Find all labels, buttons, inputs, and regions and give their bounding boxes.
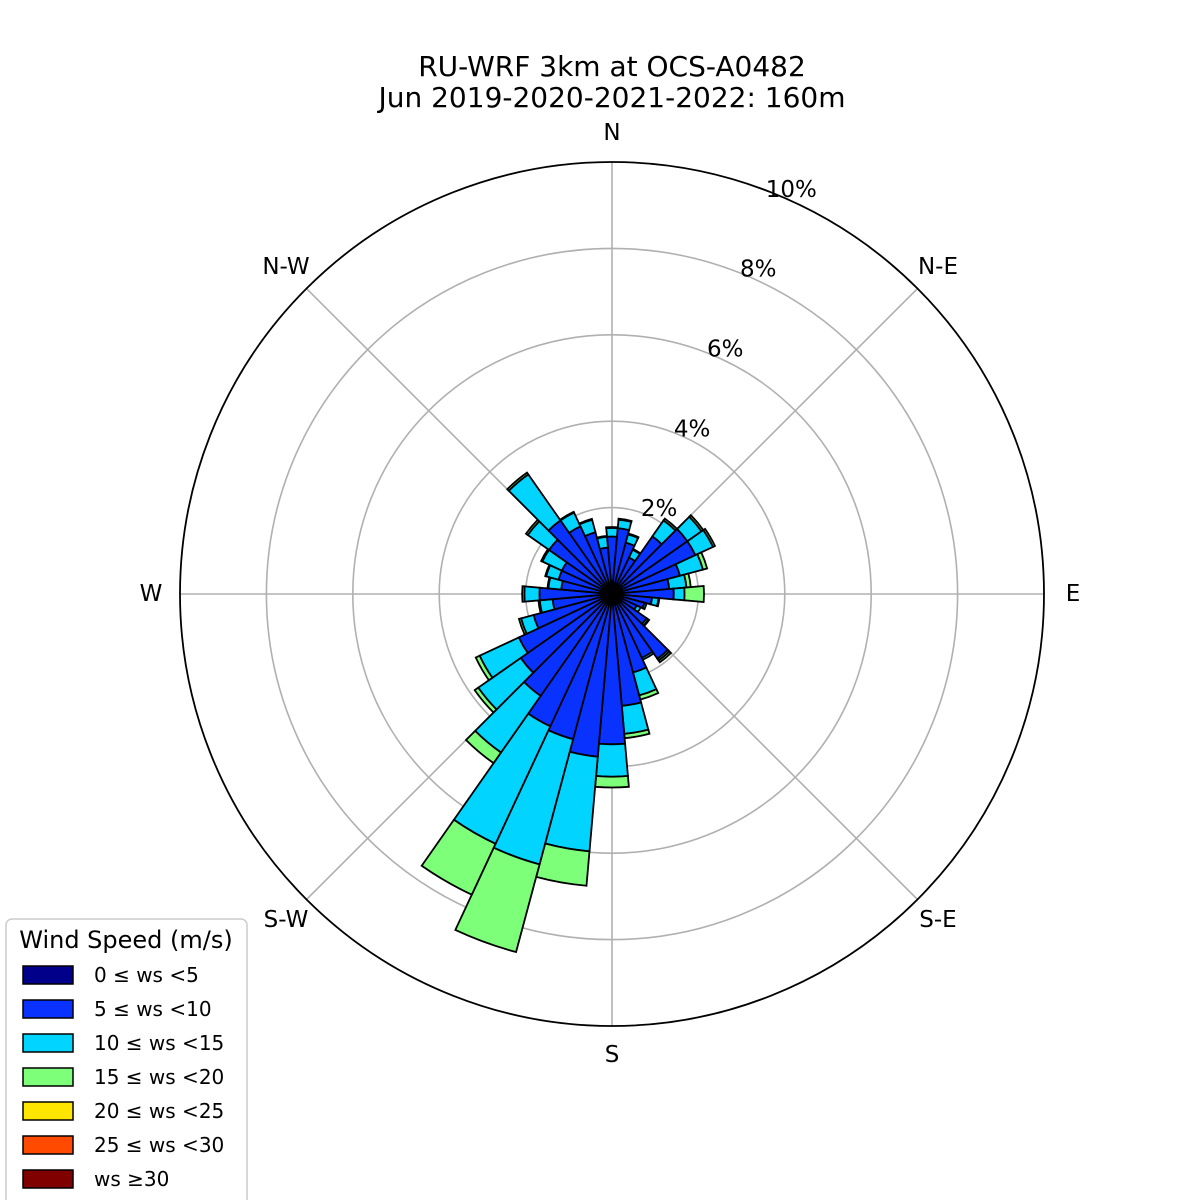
bar-segment — [521, 585, 526, 603]
legend-label: ws ≥30 — [94, 1167, 169, 1191]
direction-label: N-W — [262, 254, 309, 280]
direction-label: W — [140, 581, 163, 607]
bar-segment — [641, 601, 648, 611]
direction-label: S-W — [264, 907, 309, 933]
bar-segment — [620, 701, 650, 735]
legend-swatch — [22, 999, 74, 1019]
legend-label: 20 ≤ ws <25 — [94, 1099, 224, 1123]
legend-title: Wind Speed (m/s) — [19, 926, 233, 954]
bar-segment — [595, 742, 629, 778]
bar-segment — [594, 775, 630, 789]
bar-segment — [617, 517, 633, 523]
direction-label: N — [603, 120, 620, 146]
legend-frame — [5, 918, 248, 1200]
wind-bars — [420, 471, 717, 954]
legend-swatch — [22, 1033, 74, 1053]
radial-tick-label: 10% — [766, 177, 817, 203]
bar-segment — [605, 526, 619, 530]
radial-tick-label: 4% — [674, 416, 711, 442]
legend-label: 10 ≤ ws <15 — [94, 1031, 224, 1055]
legend-swatch — [22, 1169, 74, 1189]
polar-frame — [179, 161, 1045, 1027]
legend-swatch — [22, 1067, 74, 1087]
legend-label: 0 ≤ ws <5 — [94, 963, 199, 987]
direction-label: N-E — [918, 254, 958, 280]
bar-segment — [626, 532, 640, 540]
chart-title-line2: Jun 2019-2020-2021-2022: 160m — [376, 81, 845, 114]
direction-label: S-E — [919, 907, 956, 933]
bar-segment — [473, 686, 498, 714]
radial-tick-label: 8% — [740, 257, 777, 283]
legend-swatch — [22, 1101, 74, 1121]
bar-segment — [454, 846, 541, 954]
legend-label: 5 ≤ ws <10 — [94, 997, 212, 1021]
bar-segment — [672, 586, 686, 602]
bar-segment — [655, 597, 661, 608]
bar-segment — [474, 654, 494, 682]
direction-label: E — [1066, 581, 1081, 607]
chart-title-line1: RU-WRF 3km at OCS-A0482 — [418, 50, 806, 83]
legend-swatch — [22, 965, 74, 985]
bar-segment — [577, 517, 594, 526]
bar-segment — [657, 650, 673, 664]
bar-segment — [523, 585, 541, 603]
bar-segment — [464, 729, 503, 765]
legend: Wind Speed (m/s) 0 ≤ ws <5 5 ≤ ws <10 10 ≤… — [5, 918, 248, 1200]
bar-segment — [505, 471, 530, 493]
legend-items: 0 ≤ ws <5 5 ≤ ws <10 10 ≤ ws <15 15 ≤ ws <2… — [22, 963, 224, 1191]
bar-segment — [702, 527, 717, 549]
bar-segment — [595, 534, 608, 540]
legend-swatch — [22, 1135, 74, 1155]
bar-segment — [558, 510, 576, 522]
direction-label: S — [605, 1042, 620, 1068]
bar-segment — [420, 818, 497, 896]
radial-tick-label: 2% — [641, 496, 678, 522]
axis-labels: N N-E E S-E S S-W W N-W 2% 4% 6% 8% 10% — [140, 120, 1081, 1068]
legend-label: 15 ≤ ws <20 — [94, 1065, 224, 1089]
bar-segment — [605, 527, 619, 538]
legend-label: 25 ≤ ws <30 — [94, 1133, 224, 1157]
bar-segment — [696, 551, 709, 571]
bar-segment — [517, 617, 528, 636]
bar-segment — [683, 585, 705, 603]
radial-tick-label: 6% — [707, 337, 744, 363]
